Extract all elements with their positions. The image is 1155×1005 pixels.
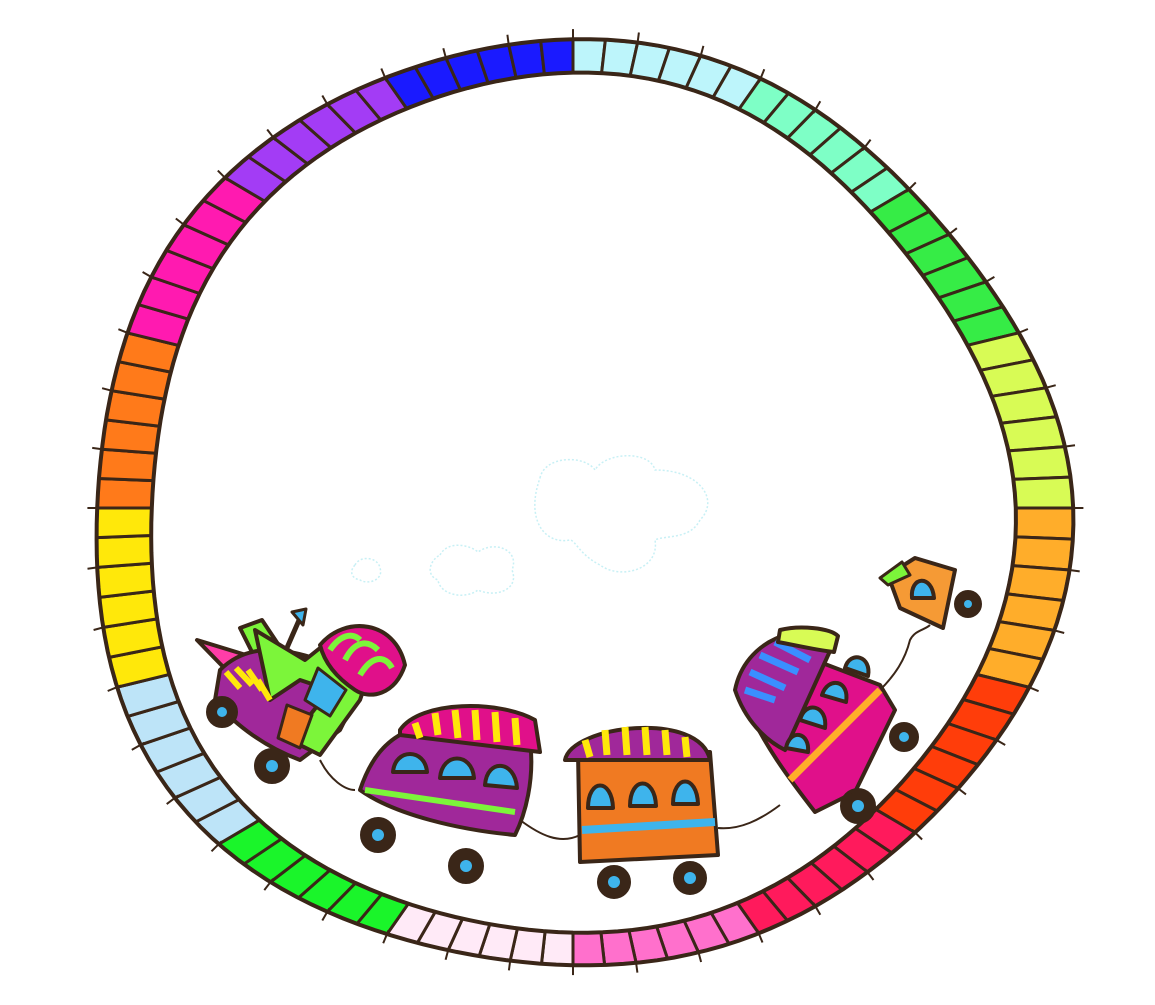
orange-car-roof-stripes — [581, 726, 691, 758]
caboose — [878, 556, 982, 630]
magenta-car-window — [820, 680, 849, 704]
orange-car-window — [586, 783, 615, 810]
caboose-window — [909, 578, 936, 600]
magenta-car-stripe — [787, 687, 883, 783]
magenta-car-window — [798, 705, 828, 730]
rainbow-track-ring — [87, 29, 1084, 976]
track-plank-lime — [1011, 475, 1075, 510]
cloud-medium — [429, 544, 515, 596]
track-plank-yellow — [95, 534, 154, 569]
track-plank-sky-blue — [571, 37, 607, 75]
orange-car — [563, 725, 720, 899]
coupling-lines — [319, 624, 931, 840]
track-plank-pale-pink — [540, 929, 575, 967]
locomotive-spire-tip — [290, 607, 308, 627]
track-plank-blue — [539, 37, 575, 76]
toy-train — [195, 455, 982, 899]
locomotive-window — [303, 666, 348, 718]
locomotive-door — [276, 703, 314, 750]
locomotive-spire — [283, 616, 303, 652]
purple-car-window — [438, 756, 476, 780]
magenta-car-window — [843, 655, 871, 678]
cloud-large — [534, 455, 709, 573]
track-rail-outer — [94, 37, 1076, 968]
magenta-car-top — [776, 625, 840, 654]
locomotive-roof-stripes — [327, 632, 395, 677]
track-plank-orange — [95, 477, 155, 510]
magenta-car-window — [784, 733, 811, 754]
purple-car-window — [483, 763, 519, 790]
track-plank-lime — [1006, 445, 1072, 481]
purple-car-stripe — [364, 787, 516, 815]
orange-car-window — [628, 781, 658, 808]
cloud-outlines — [350, 455, 709, 596]
purple-car — [358, 704, 542, 884]
cloud-small — [350, 557, 382, 583]
track-plank-yellow — [95, 561, 156, 599]
track-plank-amber — [1014, 506, 1075, 541]
orange-car-stripe — [581, 818, 716, 834]
magenta-car — [733, 625, 919, 824]
track-plank-pink — [571, 930, 607, 967]
magenta-car-roof-stripes — [743, 638, 812, 704]
orange-car-window — [671, 779, 700, 806]
track-rail-inner — [149, 70, 1018, 935]
caboose-roof — [878, 560, 912, 587]
track-plank-lime — [999, 415, 1067, 453]
track-plank-blue — [507, 39, 546, 80]
track-plank-yellow — [95, 506, 154, 540]
locomotive-roof — [318, 624, 407, 697]
locomotive — [195, 607, 407, 784]
purple-car-window — [391, 752, 429, 774]
locomotive-side-pattern — [223, 665, 273, 702]
track-plank-pink — [599, 928, 638, 967]
purple-car-roof-stripes — [411, 709, 521, 746]
